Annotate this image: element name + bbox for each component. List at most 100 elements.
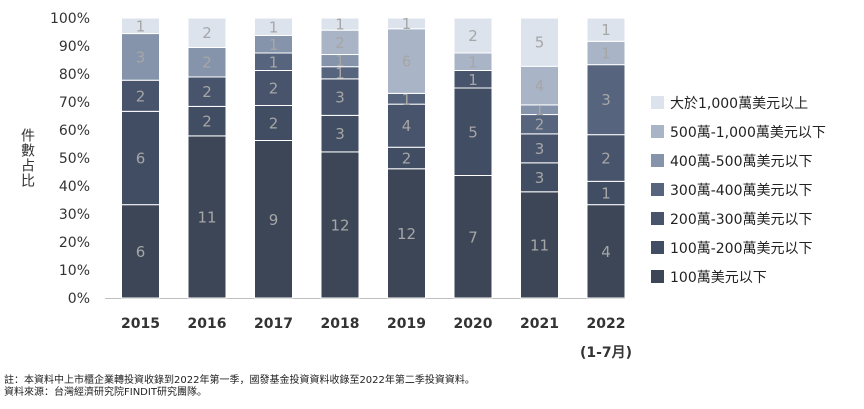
x-tick-label: 2021: [520, 316, 559, 332]
bar-segment: [586, 64, 626, 136]
data-label: 6: [136, 150, 146, 168]
data-label: 4: [601, 243, 611, 261]
data-label: 7: [468, 228, 478, 246]
bar-segment: [586, 204, 626, 299]
data-label: 1: [335, 16, 345, 34]
data-label: 9: [269, 211, 279, 229]
data-label: 2: [136, 87, 146, 105]
bar-segment: [254, 105, 293, 141]
legend-item: 100萬-200萬美元以下: [651, 233, 826, 262]
y-tick-label: 40%: [59, 179, 90, 195]
bar-segment: [187, 17, 227, 48]
bar-segment: [254, 17, 293, 36]
data-label: 2: [335, 34, 345, 52]
data-label: 5: [468, 123, 478, 141]
data-label: 11: [197, 208, 216, 226]
legend-swatch: [651, 183, 664, 196]
legend-item: 100萬美元以下: [651, 262, 826, 291]
y-tick-label: 20%: [59, 235, 90, 251]
data-label: 2: [269, 80, 279, 98]
y-axis-label-text: 件數占比: [19, 128, 35, 188]
data-label: 1: [402, 90, 412, 108]
legend-swatch: [651, 96, 664, 109]
data-label: 2: [269, 115, 279, 133]
data-label: 4: [535, 77, 545, 95]
legend-label: 300萬-400萬美元以下: [670, 182, 813, 199]
data-label: 3: [601, 91, 611, 109]
data-label: 11: [530, 236, 549, 254]
bar-segment: [121, 110, 160, 206]
legend-swatch: [651, 154, 664, 167]
bar-segment: [254, 140, 293, 299]
data-label: 1: [601, 21, 611, 39]
legend-label: 400萬-500萬美元以下: [670, 153, 813, 170]
bar-segment: [254, 70, 293, 106]
bar-segment: [187, 46, 227, 78]
legend-swatch: [651, 212, 664, 225]
bar-segment: [121, 17, 160, 35]
data-label: 1: [269, 18, 279, 36]
data-label: 2: [402, 150, 412, 168]
data-label: 12: [397, 225, 416, 243]
x-tick-label: 2020: [454, 316, 493, 332]
x-tick-label: 2016: [188, 316, 227, 332]
data-label: 1: [402, 15, 412, 33]
bar-segment: [586, 17, 626, 42]
data-label: 1: [269, 36, 279, 54]
y-tick-label: 30%: [59, 207, 90, 223]
bar-segment: [520, 133, 559, 164]
footnote-note: 註：本資料中上市櫃企業轉投資收錄到2022年第一季，國發基金投資資料收錄至202…: [4, 375, 475, 386]
bar-segment: [520, 17, 559, 67]
bar-segment: [520, 191, 559, 299]
data-label: 1: [136, 17, 146, 35]
bar-segment: [387, 103, 426, 148]
data-label: 2: [202, 113, 212, 131]
data-label: 1: [269, 53, 279, 71]
legend-label: 大於1,000萬美元以上: [670, 95, 809, 112]
legend-item: 400萬-500萬美元以下: [651, 146, 826, 175]
y-tick-label: 80%: [59, 67, 90, 83]
x-tick-sublabel: (1-7月): [580, 345, 632, 361]
legend-item: 大於1,000萬美元以上: [651, 88, 826, 117]
footnote-source: 資料來源：台灣經濟研究院FINDIT研究團隊。: [4, 387, 207, 398]
data-label: 1: [335, 52, 345, 70]
data-label: 1: [601, 45, 611, 63]
data-label: 2: [468, 27, 478, 45]
data-label: 1: [535, 101, 545, 119]
x-tick-label: 2022: [587, 316, 626, 332]
legend-swatch: [651, 125, 664, 138]
legend-label: 100萬-200萬美元以下: [670, 240, 813, 257]
legend-item: 500萬-1,000萬美元以下: [651, 117, 826, 146]
data-label: 4: [402, 117, 412, 135]
data-label: 1: [468, 71, 478, 89]
bar-segment: [387, 17, 426, 30]
legend-label: 500萬-1,000萬美元以下: [670, 124, 826, 141]
x-tick-label: 2019: [387, 316, 426, 332]
bar-segment: [187, 105, 227, 137]
data-label: 3: [136, 48, 146, 66]
y-tick-label: 10%: [59, 263, 90, 279]
y-tick-label: 0%: [68, 291, 90, 307]
bar-segment: [320, 151, 360, 299]
legend-swatch: [651, 270, 664, 283]
bar-segment: [453, 87, 493, 176]
bar-segment: [320, 29, 360, 56]
y-tick-label: 100%: [50, 11, 90, 27]
data-label: 5: [535, 34, 545, 52]
legend-item: 200萬-300萬美元以下: [651, 204, 826, 233]
y-tick-label: 70%: [59, 95, 90, 111]
y-tick-label: 60%: [59, 123, 90, 139]
bar-segment: [121, 79, 160, 112]
data-label: 12: [330, 216, 349, 234]
legend: 大於1,000萬美元以上 500萬-1,000萬美元以下 400萬-500萬美元以下…: [651, 88, 826, 291]
legend-swatch: [651, 241, 664, 254]
data-label: 6: [136, 243, 146, 261]
data-label: 2: [202, 54, 212, 72]
data-label: 2: [202, 24, 212, 42]
data-label: 1: [601, 185, 611, 203]
bar-segment: [387, 168, 426, 299]
legend-label: 100萬美元以下: [670, 269, 767, 286]
data-label: 2: [601, 150, 611, 168]
data-label: 2: [202, 83, 212, 101]
